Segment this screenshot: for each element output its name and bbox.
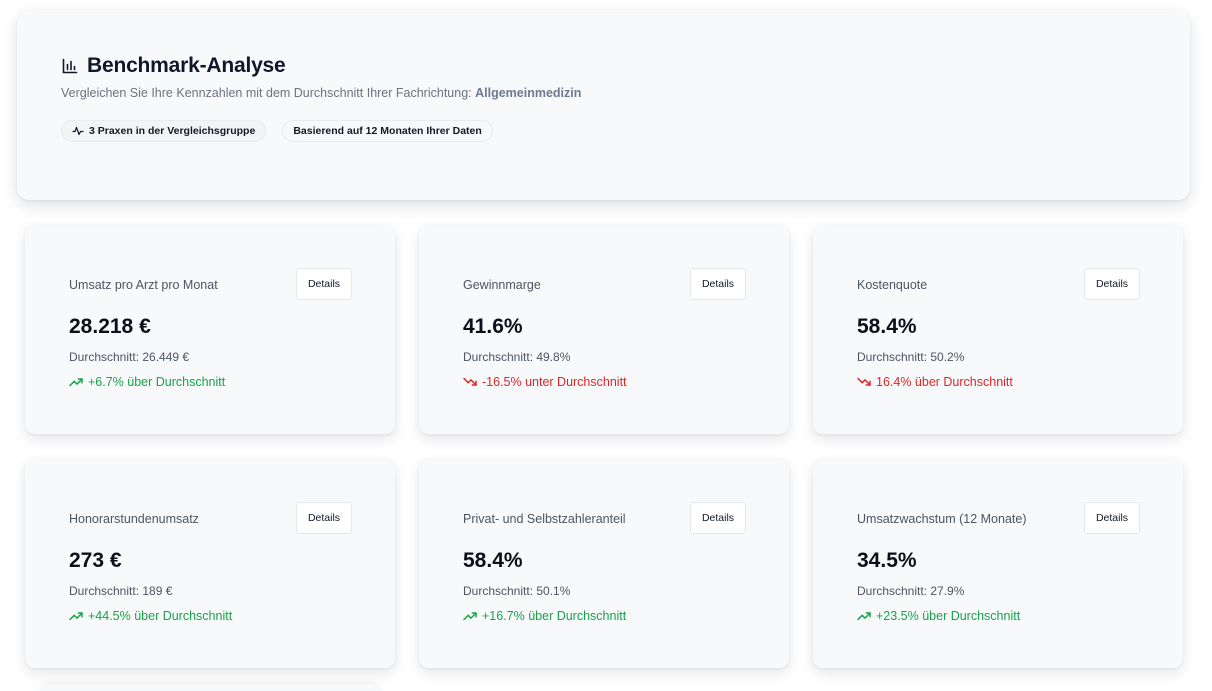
metric-label: Kostenquote bbox=[857, 278, 928, 292]
trending-down-icon bbox=[857, 377, 871, 386]
metric-trend: 16.4% über Durchschnitt bbox=[857, 375, 1013, 389]
metric-card-revenue-growth: Umsatzwachstum (12 Monate) Details 34.5%… bbox=[813, 459, 1183, 668]
trending-up-icon bbox=[69, 378, 83, 387]
page-title: Benchmark-Analyse bbox=[87, 54, 286, 77]
trending-up-icon bbox=[69, 612, 83, 621]
metric-label: Umsatzwachstum (12 Monate) bbox=[857, 512, 1027, 526]
metric-card-profit-margin: Gewinnmarge Details 41.6% Durchschnitt: … bbox=[419, 225, 789, 434]
details-button[interactable]: Details bbox=[690, 268, 746, 300]
metric-value: 28.218 € bbox=[69, 315, 151, 338]
metric-average: Durchschnitt: 50.1% bbox=[463, 584, 571, 598]
metric-average: Durchschnitt: 49.8% bbox=[463, 350, 571, 364]
details-button[interactable]: Details bbox=[1084, 268, 1140, 300]
comparison-group-label: 3 Praxen in der Vergleichsgruppe bbox=[89, 125, 256, 137]
title-row: Benchmark-Analyse bbox=[61, 54, 1146, 78]
comparison-group-badge: 3 Praxen in der Vergleichsgruppe bbox=[61, 120, 267, 142]
metric-trend-text: 16.4% über Durchschnitt bbox=[876, 375, 1013, 389]
details-button[interactable]: Details bbox=[1084, 502, 1140, 534]
data-basis-label: Basierend auf 12 Monaten Ihrer Daten bbox=[293, 125, 482, 137]
metric-trend: +16.7% über Durchschnitt bbox=[463, 609, 626, 623]
metric-value: 58.4% bbox=[857, 315, 917, 338]
data-basis-badge: Basierend auf 12 Monaten Ihrer Daten bbox=[282, 120, 493, 142]
benchmark-header-card: Benchmark-Analyse Vergleichen Sie Ihre K… bbox=[17, 10, 1190, 200]
metric-value: 273 € bbox=[69, 549, 122, 572]
metric-label: Honorarstundenumsatz bbox=[69, 512, 199, 526]
details-button[interactable]: Details bbox=[690, 502, 746, 534]
trending-down-icon bbox=[463, 377, 477, 386]
details-button[interactable]: Details bbox=[296, 268, 352, 300]
metric-average: Durchschnitt: 189 € bbox=[69, 584, 173, 598]
subtitle-text: Vergleichen Sie Ihre Kennzahlen mit dem … bbox=[61, 86, 476, 100]
metric-trend-text: +16.7% über Durchschnitt bbox=[482, 609, 627, 623]
metric-trend-text: +23.5% über Durchschnitt bbox=[876, 609, 1021, 623]
metric-value: 34.5% bbox=[857, 549, 917, 572]
metric-card-cost-ratio: Kostenquote Details 58.4% Durchschnitt: … bbox=[813, 225, 1183, 434]
metric-average: Durchschnitt: 50.2% bbox=[857, 350, 965, 364]
metric-value: 41.6% bbox=[463, 315, 523, 338]
next-card-edge bbox=[40, 684, 380, 691]
metric-trend: +6.7% über Durchschnitt bbox=[69, 375, 225, 389]
specialty-name: Allgemeinmedizin bbox=[475, 86, 582, 100]
trending-up-icon bbox=[857, 612, 871, 621]
bar-chart-icon bbox=[61, 57, 79, 75]
page-subtitle: Vergleichen Sie Ihre Kennzahlen mit dem … bbox=[61, 86, 1146, 100]
metric-trend-text: +6.7% über Durchschnitt bbox=[88, 375, 226, 389]
activity-icon bbox=[72, 126, 84, 136]
metric-card-private-share: Privat- und Selbstzahleranteil Details 5… bbox=[419, 459, 789, 668]
metric-label: Umsatz pro Arzt pro Monat bbox=[69, 278, 218, 292]
metric-label: Privat- und Selbstzahleranteil bbox=[463, 512, 626, 526]
metric-card-revenue-per-doctor: Umsatz pro Arzt pro Monat Details 28.218… bbox=[25, 225, 395, 434]
details-button[interactable]: Details bbox=[296, 502, 352, 534]
metric-label: Gewinnmarge bbox=[463, 278, 541, 292]
metric-trend: +44.5% über Durchschnitt bbox=[69, 609, 232, 623]
trending-up-icon bbox=[463, 612, 477, 621]
metric-value: 58.4% bbox=[463, 549, 523, 572]
metric-card-hourly-revenue: Honorarstundenumsatz Details 273 € Durch… bbox=[25, 459, 395, 668]
metric-trend: +23.5% über Durchschnitt bbox=[857, 609, 1020, 623]
metric-trend: -16.5% unter Durchschnitt bbox=[463, 375, 627, 389]
info-badges: 3 Praxen in der Vergleichsgruppe Basiere… bbox=[61, 120, 1146, 142]
metric-trend-text: -16.5% unter Durchschnitt bbox=[482, 375, 627, 389]
metric-average: Durchschnitt: 26.449 € bbox=[69, 350, 190, 364]
metric-trend-text: +44.5% über Durchschnitt bbox=[88, 609, 233, 623]
metric-average: Durchschnitt: 27.9% bbox=[857, 584, 965, 598]
